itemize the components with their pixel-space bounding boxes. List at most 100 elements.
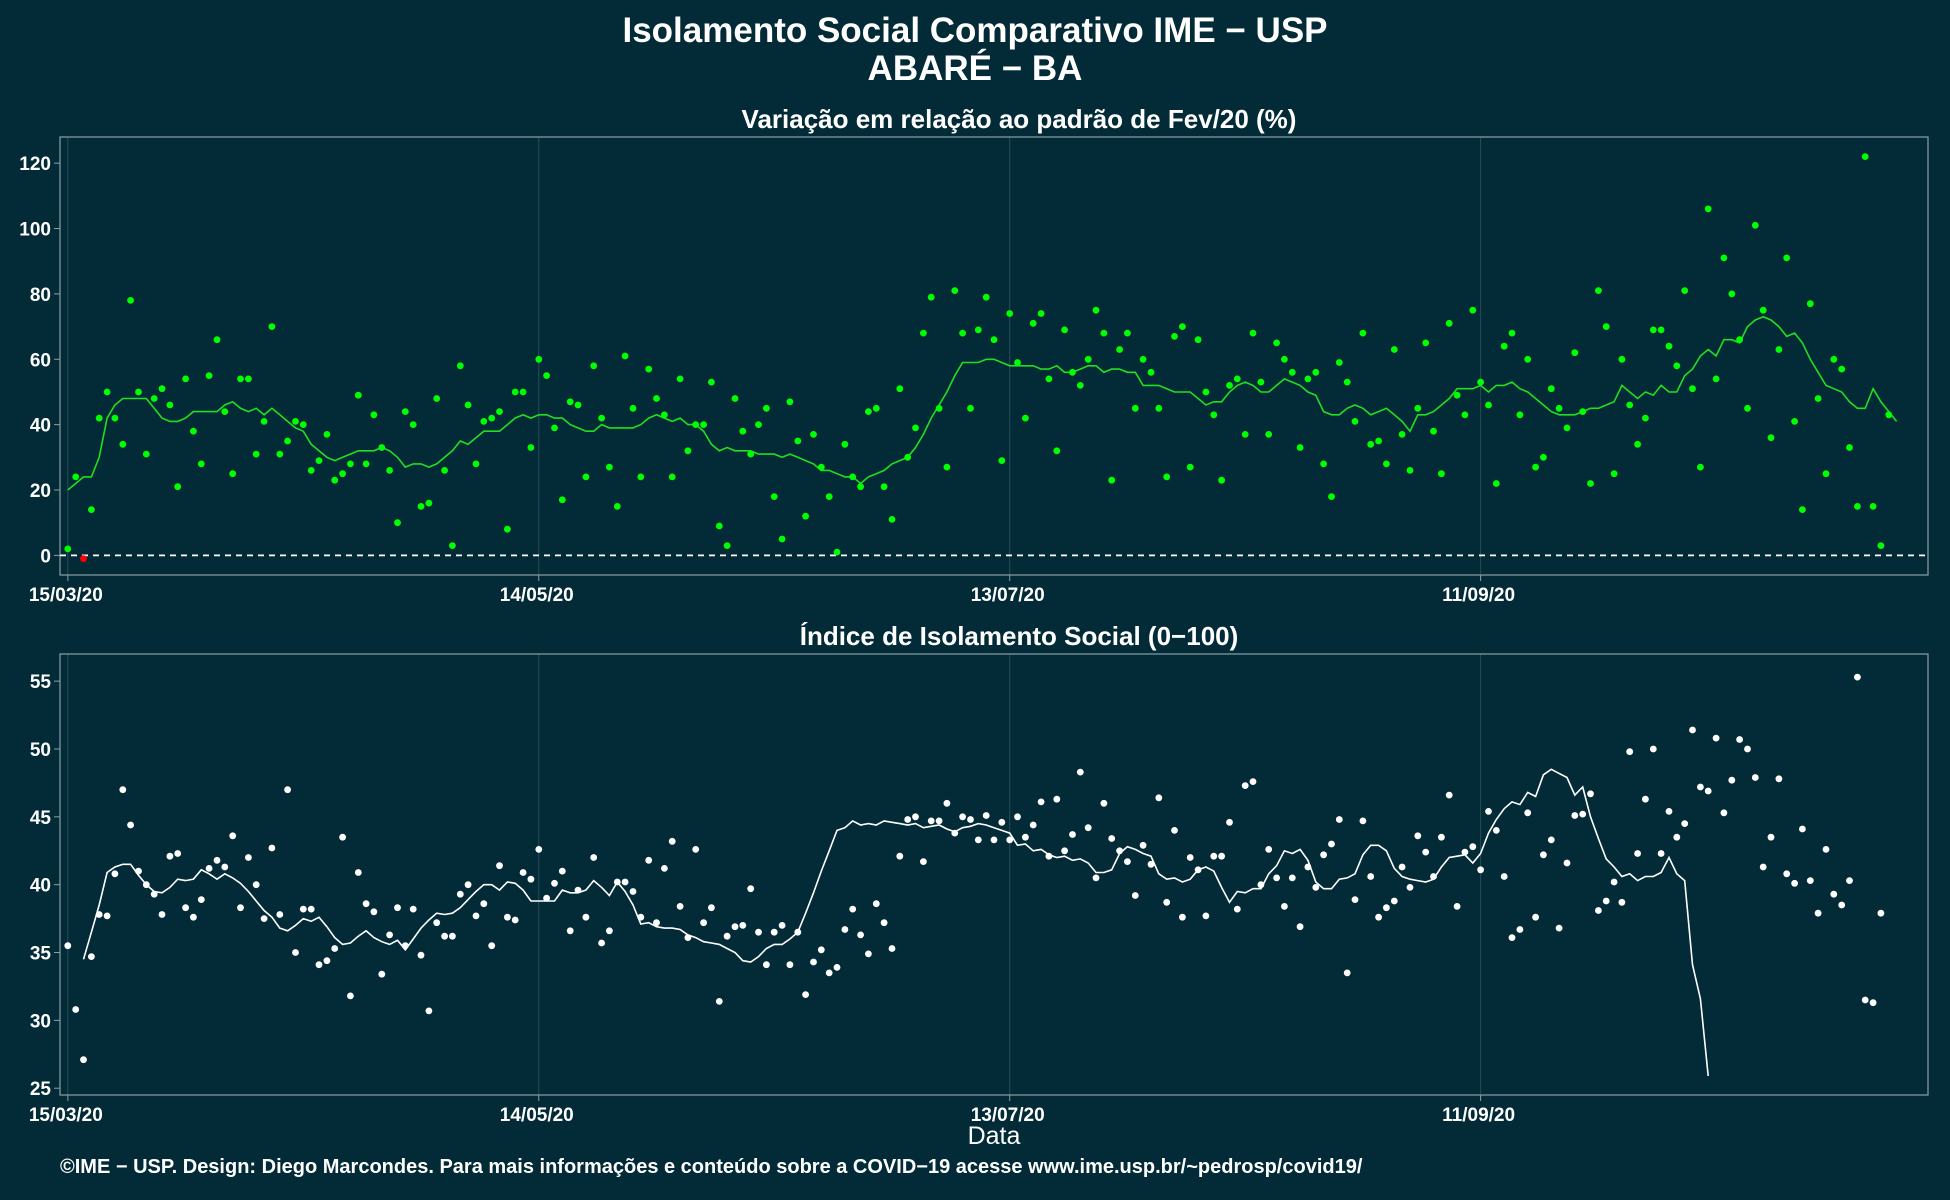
data-point — [1500, 873, 1508, 880]
data-point — [252, 881, 260, 889]
data-point — [1587, 480, 1594, 487]
data-point — [1053, 447, 1061, 455]
data-point — [1343, 378, 1351, 386]
data-point — [668, 837, 676, 845]
y-tick-label: 30 — [30, 1011, 51, 1032]
data-point — [637, 913, 645, 921]
data-point — [1485, 808, 1492, 815]
data-point — [1618, 898, 1626, 906]
data-point — [205, 865, 213, 872]
data-point — [1657, 850, 1665, 857]
data-point — [1328, 840, 1335, 848]
data-point — [268, 323, 276, 330]
data-point — [535, 355, 543, 363]
data-point — [1029, 319, 1037, 327]
data-point — [880, 483, 888, 491]
data-point — [974, 836, 982, 844]
data-point — [1697, 783, 1704, 791]
data-point — [920, 329, 927, 337]
data-point — [1767, 434, 1775, 442]
data-point — [1547, 836, 1555, 844]
data-point — [394, 904, 401, 912]
data-point — [857, 931, 864, 939]
data-point — [990, 336, 998, 344]
data-point — [1335, 816, 1343, 823]
data-point — [1540, 453, 1547, 461]
data-point — [1226, 382, 1233, 389]
data-point — [1281, 903, 1288, 910]
data-point — [763, 961, 770, 969]
data-point — [409, 905, 417, 913]
data-point — [1257, 378, 1265, 386]
data-point — [386, 931, 393, 939]
data-point — [1351, 896, 1359, 903]
data-point — [967, 404, 974, 412]
data-point — [904, 816, 912, 823]
location-subtitle: ABARÉ − BA — [867, 49, 1083, 88]
data-point — [700, 421, 707, 428]
y-tick-label: 45 — [30, 808, 52, 829]
data-point — [347, 460, 354, 468]
data-point — [1689, 726, 1696, 734]
data-point — [166, 401, 174, 409]
data-point — [1791, 418, 1798, 425]
data-point — [362, 900, 370, 908]
x-tick-label: 13/07/20 — [971, 1105, 1045, 1126]
data-point — [1186, 854, 1194, 861]
data-point — [1343, 969, 1351, 977]
data-point — [433, 395, 441, 402]
data-point — [802, 512, 809, 520]
data-point — [1375, 913, 1382, 921]
data-point — [1390, 897, 1398, 905]
data-point — [1296, 923, 1304, 931]
data-point — [1846, 877, 1853, 884]
data-point — [1744, 404, 1751, 412]
data-point — [292, 418, 299, 425]
data-point — [1147, 368, 1155, 376]
data-point — [896, 385, 904, 393]
data-point — [1273, 874, 1280, 882]
data-point — [1445, 319, 1453, 327]
data-point — [786, 961, 794, 969]
data-point — [119, 440, 127, 448]
data-point — [1791, 879, 1798, 887]
data-point — [621, 878, 629, 886]
data-point — [1155, 794, 1163, 802]
data-point — [401, 942, 409, 950]
data-point — [1296, 444, 1304, 451]
data-point — [1312, 368, 1320, 376]
data-point — [480, 418, 488, 425]
data-point — [763, 404, 770, 412]
data-point — [1453, 391, 1461, 399]
data-point — [72, 473, 80, 481]
data-point — [833, 964, 841, 971]
data-point — [629, 888, 637, 895]
data-point — [1006, 836, 1014, 844]
data-point — [1657, 326, 1665, 334]
data-point — [637, 473, 645, 481]
data-point — [1720, 254, 1728, 262]
data-point — [1759, 306, 1767, 314]
data-point — [590, 362, 598, 370]
data-point — [1681, 820, 1689, 827]
data-point — [1492, 827, 1500, 834]
data-point — [1320, 851, 1327, 859]
panel-frame — [59, 653, 1929, 1096]
data-point — [88, 953, 95, 960]
data-point — [496, 862, 503, 870]
data-point — [974, 326, 982, 334]
data-point — [1233, 905, 1241, 913]
data-point — [849, 473, 857, 481]
data-point — [417, 951, 425, 959]
data-point — [1736, 736, 1743, 743]
data-point — [1861, 996, 1869, 1004]
data-point — [1367, 873, 1375, 880]
data-point — [747, 450, 755, 458]
data-point — [778, 922, 786, 929]
data-point — [1775, 775, 1783, 783]
data-point — [229, 832, 237, 840]
data-point — [386, 467, 393, 474]
data-point — [441, 932, 448, 940]
data-point — [504, 525, 511, 533]
data-point — [872, 900, 880, 908]
